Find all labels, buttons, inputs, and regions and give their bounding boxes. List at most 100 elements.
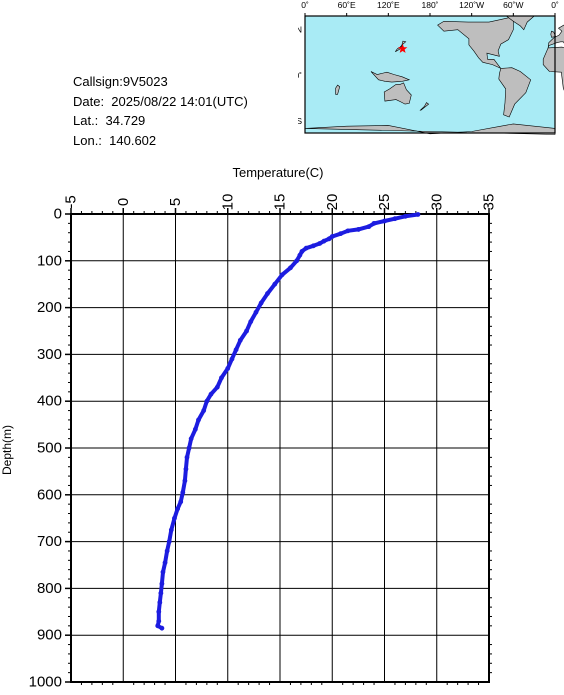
continent-south-america xyxy=(498,67,532,118)
data-point xyxy=(175,506,180,512)
data-point xyxy=(366,224,372,230)
y-tick-label: 0 xyxy=(54,206,62,223)
star-icon xyxy=(397,43,408,53)
data-point xyxy=(248,319,254,325)
data-point xyxy=(168,527,174,533)
map-lon-label: 60˚E xyxy=(338,0,356,10)
data-point xyxy=(184,454,190,460)
data-point xyxy=(162,560,168,566)
data-point xyxy=(180,490,186,495)
data-point xyxy=(265,291,270,296)
data-point xyxy=(317,241,323,246)
data-point xyxy=(382,218,387,224)
data-point xyxy=(201,408,207,413)
data-point xyxy=(392,216,398,222)
continent-eurasia xyxy=(547,24,564,48)
callsign-label: Callsign:9V5023 xyxy=(73,74,168,89)
map-land xyxy=(304,15,564,135)
map-lat-label: 60˚N xyxy=(298,25,302,35)
y-tick-label: 100 xyxy=(37,252,62,269)
y-tick-label: 500 xyxy=(37,440,62,457)
map-lat-labels: 60˚N 0˚ 60˚S xyxy=(284,25,303,126)
data-point xyxy=(186,445,192,451)
map-lon-label: 120˚E xyxy=(377,0,400,10)
y-tick-label: 200 xyxy=(37,299,62,316)
x-tick-label: 15 xyxy=(272,194,289,211)
y-tick-label: 600 xyxy=(37,486,62,503)
data-point xyxy=(229,356,235,362)
data-point xyxy=(188,436,194,442)
data-point xyxy=(338,231,344,237)
data-point xyxy=(155,623,161,629)
y-tick-label: 700 xyxy=(37,533,62,550)
map-lon-label: 120˚W xyxy=(459,0,484,10)
data-point xyxy=(157,600,163,605)
data-point xyxy=(311,243,316,249)
x-axis-label: Temperature(C) xyxy=(232,165,323,180)
longitude-label: Lon.: 140.602 xyxy=(73,132,157,148)
y-tick-label: 1000 xyxy=(29,674,62,691)
x-tick-label: 30 xyxy=(428,194,445,211)
continent-new-zealand xyxy=(419,102,430,111)
data-point xyxy=(225,366,231,371)
plot-frame xyxy=(70,213,490,683)
data-point xyxy=(258,300,264,306)
map-frame xyxy=(304,13,556,134)
y-tick-labels: 0 100 200 300 400 500 600 700 800 900 1000 xyxy=(29,206,62,691)
data-point xyxy=(321,238,327,244)
map-lon-labels: 0˚ 60˚E 120˚E 180˚ 120˚W 60˚W 0˚ xyxy=(301,0,559,10)
data-point xyxy=(158,590,164,596)
grid-lines xyxy=(70,213,490,683)
data-point xyxy=(159,625,165,631)
data-point xyxy=(279,272,285,278)
continent-north-america xyxy=(437,16,514,69)
data-point xyxy=(164,548,170,554)
map-lon-label: 60˚W xyxy=(503,0,523,10)
data-point xyxy=(253,309,259,315)
x-tick-label: 25 xyxy=(376,194,393,211)
data-point xyxy=(182,478,188,484)
data-point xyxy=(160,569,166,575)
world-map: 0˚ 60˚E 120˚E 180˚ 120˚W 60˚W 0˚ 60˚N 0˚ 60˚S xyxy=(284,0,564,142)
date-label: Date: 2025/08/22 14:01(UTC) xyxy=(73,93,248,109)
data-point xyxy=(371,220,377,226)
map-lat-label: 0˚ xyxy=(298,70,302,80)
data-point xyxy=(214,384,220,390)
temperature-depth-chart: Temperature(C) Depth(m) -5 0 5 10 15 20 25 30 35… xyxy=(0,150,564,691)
cast-info: Callsign:9V5023 Date: 2025/08/22 14:01(U… xyxy=(73,72,248,150)
data-point xyxy=(208,391,214,397)
y-axis-label: Depth(m) xyxy=(0,425,14,475)
data-point xyxy=(294,258,300,264)
y-tick-label: 800 xyxy=(37,580,62,597)
x-tick-label: 10 xyxy=(219,194,236,211)
latitude-label: Lat.: 34.729 xyxy=(73,113,146,128)
x-tick-label: 5 xyxy=(167,198,184,206)
data-point xyxy=(403,213,408,219)
data-point xyxy=(156,609,162,615)
map-lon-label: 0˚ xyxy=(551,0,559,10)
data-point xyxy=(355,227,361,232)
continent-africa xyxy=(542,46,564,91)
data-point xyxy=(178,499,184,505)
data-point xyxy=(159,581,165,587)
temperature-series xyxy=(155,212,421,631)
y-tick-label: 400 xyxy=(37,393,62,410)
data-point xyxy=(192,426,198,432)
x-tick-label: 0 xyxy=(115,198,132,206)
data-point xyxy=(233,347,239,353)
data-point xyxy=(196,417,201,423)
data-point xyxy=(288,265,293,271)
data-point xyxy=(237,337,243,343)
continent-madagascar xyxy=(335,84,341,95)
data-point xyxy=(415,212,421,217)
x-tick-label: -5 xyxy=(63,195,80,208)
continent-australia xyxy=(383,82,412,105)
x-tick-label: 35 xyxy=(481,194,498,211)
continent-indonesia xyxy=(370,71,411,83)
data-point xyxy=(204,398,210,404)
x-tick-label: 20 xyxy=(324,194,341,211)
data-point xyxy=(244,328,249,334)
data-point xyxy=(345,228,351,234)
y-tick-label: 300 xyxy=(37,346,62,363)
map-lon-label: 180˚ xyxy=(421,0,438,10)
